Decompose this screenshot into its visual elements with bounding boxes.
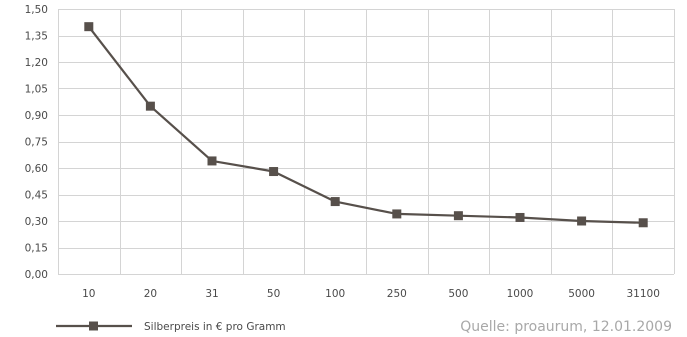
x-axis-ticks: 10 20 31 50 100 250 500 1000 5000 31100 [82,288,660,300]
legend-label: Silberpreis in € pro Gramm [144,321,286,333]
x-tick-label: 5000 [568,288,595,300]
series-line [87,26,644,224]
y-tick-label: 1,35 [25,31,48,43]
source-note: Quelle: proaurum, 12.01.2009 [460,319,672,335]
y-tick-label: 0,00 [25,269,48,281]
y-tick-label: 0,90 [25,110,48,122]
x-tick-label: 31 [205,288,218,300]
x-tick-label: 250 [387,288,407,300]
x-tick-label: 1000 [507,288,534,300]
x-tick-label: 10 [82,288,95,300]
data-point [330,197,340,207]
series-silver-price [84,22,648,228]
x-tick-label: 50 [267,288,280,300]
y-tick-label: 0,45 [25,190,48,202]
y-tick-label: 1,20 [25,57,48,69]
x-tick-label: 100 [325,288,345,300]
x-tick-label: 20 [144,288,157,300]
legend-marker [89,321,98,331]
data-point [392,209,402,219]
grid [58,9,675,275]
y-tick-label: 0,15 [25,243,48,255]
y-tick-label: 0,60 [25,163,48,175]
y-axis-ticks: 0,00 0,15 0,30 0,45 0,60 0,75 0,90 1,05 1,20 1,35… [25,4,48,281]
x-tick-label: 31100 [626,288,659,300]
y-tick-label: 0,75 [25,137,48,149]
data-point [207,156,217,166]
x-tick-label: 500 [448,288,468,300]
y-tick-label: 1,50 [25,4,48,16]
data-point [515,212,525,222]
data-point [145,101,155,111]
data-point [638,218,648,228]
data-point [269,167,279,177]
data-point [577,216,587,226]
data-point [84,22,94,32]
y-tick-label: 0,30 [25,216,48,228]
legend: Silberpreis in € pro Gramm [56,321,286,333]
y-tick-label: 1,05 [25,84,48,96]
data-point [453,211,463,221]
